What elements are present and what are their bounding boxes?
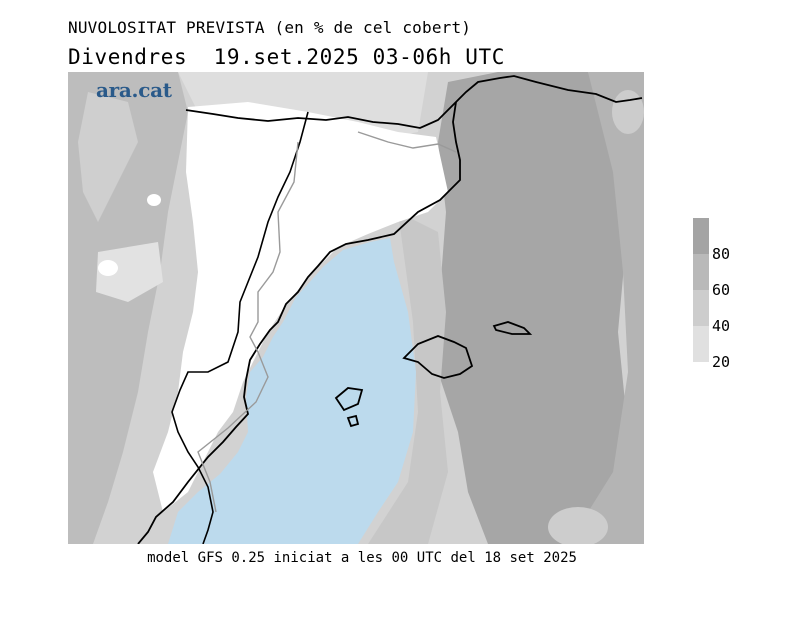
region-border — [197, 141, 299, 513]
cloud-area-west-light — [78, 92, 138, 222]
coastline-catalonia — [137, 101, 461, 544]
cloud-area-east-dark — [438, 72, 628, 544]
legend-band-80 — [693, 218, 709, 254]
island-mallorca — [402, 335, 474, 379]
legend-band-40 — [693, 290, 709, 326]
legend-label-20: 20 — [712, 353, 731, 371]
legend-band-60 — [693, 254, 709, 290]
map-title: NUVOLOSITAT PREVISTA (en % de cel cobert… — [68, 18, 472, 37]
cloud-area-west-gap — [96, 242, 163, 302]
cloud-patch-south — [548, 507, 608, 544]
island-ibiza — [334, 387, 364, 412]
land-clear-area — [153, 102, 448, 512]
french-border — [357, 131, 457, 153]
model-note: model GFS 0.25 iniciat a les 00 UTC del … — [147, 550, 577, 566]
cloud-cover-map — [68, 72, 644, 544]
legend-label-60: 60 — [712, 281, 731, 299]
sea-clear-area — [168, 238, 416, 544]
ara-cat-logo[interactable]: ara.cat — [96, 78, 172, 102]
inland-border — [171, 111, 309, 544]
map-subtitle: Divendres 19.set.2025 03-06h UTC — [68, 45, 506, 69]
clear-spot-west — [147, 194, 161, 206]
island-menorca — [492, 321, 533, 335]
cloud-area-sea-medium — [368, 212, 448, 544]
cloud-patch-east — [612, 90, 644, 134]
cloud-area-east-medium — [568, 72, 644, 544]
island-formentera — [346, 414, 360, 428]
coastline-mainland — [185, 75, 643, 129]
clear-spot-west-2 — [98, 260, 118, 276]
legend-label-80: 80 — [712, 245, 731, 263]
legend-band-20 — [693, 326, 709, 362]
legend-colorbar — [693, 218, 709, 362]
legend-label-40: 40 — [712, 317, 731, 335]
